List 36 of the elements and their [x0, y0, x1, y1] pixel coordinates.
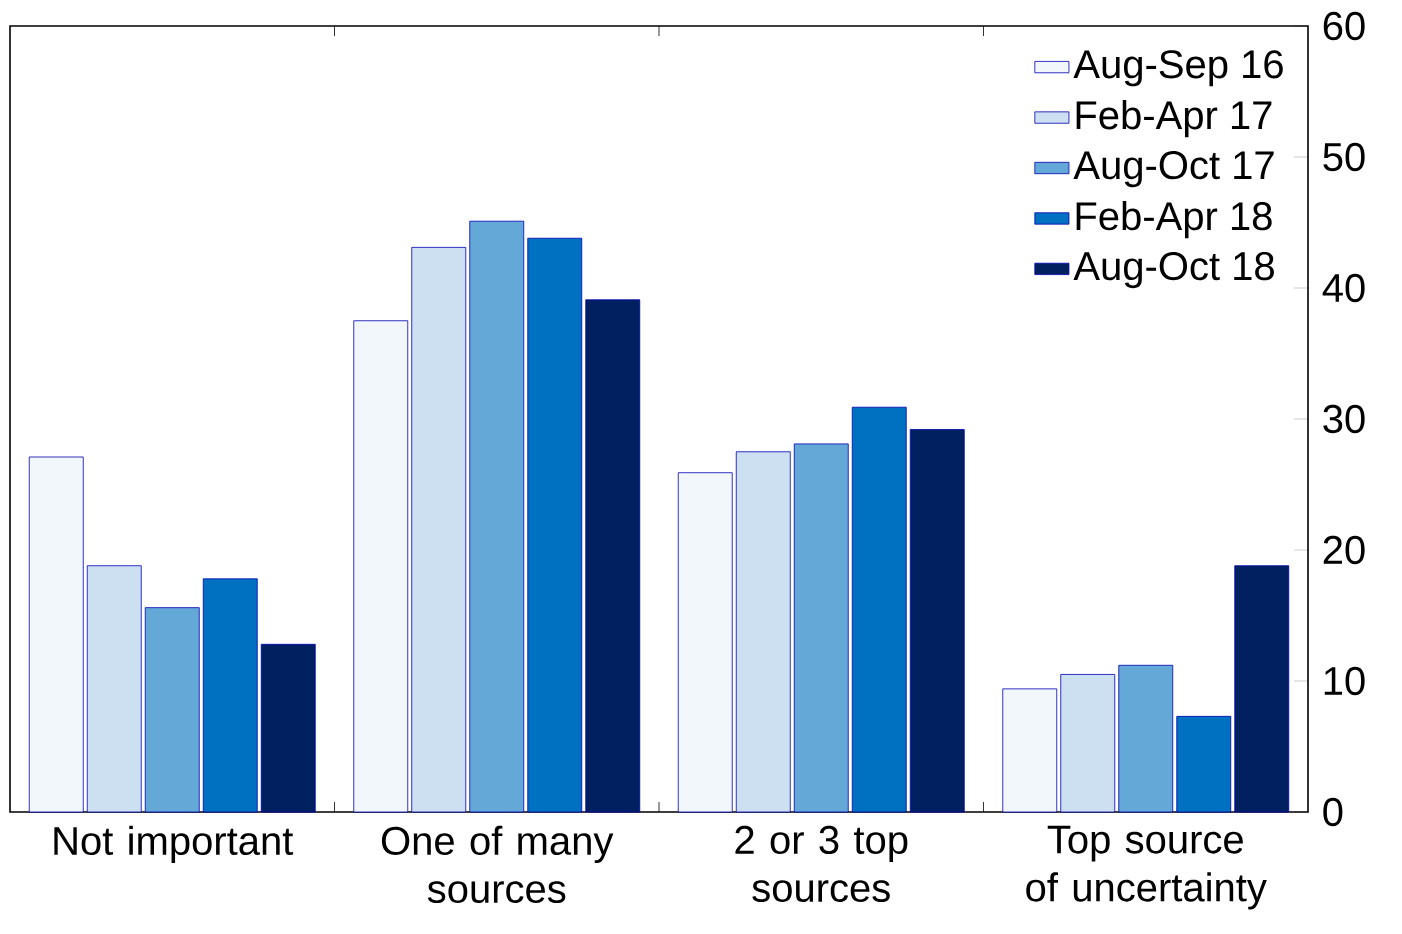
bar — [1234, 565, 1290, 813]
bar — [1176, 715, 1232, 813]
x-tick-label: 2 or 3 top sources — [735, 825, 908, 903]
legend-label: Feb-Apr 17 — [1076, 100, 1272, 138]
legend-label: Aug-Oct 18 — [1073, 251, 1274, 289]
bar — [86, 565, 142, 813]
bar — [1118, 664, 1174, 813]
y-tick-label: 50 — [1323, 142, 1365, 172]
y-tick-label: 40 — [1322, 273, 1365, 303]
x-tick-label: Top source of uncertainty — [1026, 825, 1267, 910]
y-tick-label: 30 — [1323, 404, 1365, 434]
bar — [469, 220, 525, 813]
y-tick-label: 10 — [1324, 666, 1365, 696]
bar — [202, 578, 258, 813]
bar — [28, 456, 84, 813]
y-tick-label: 0 — [1323, 797, 1343, 827]
bar — [909, 429, 965, 813]
y-tick-label: 20 — [1323, 535, 1365, 565]
bar — [1002, 688, 1058, 813]
bar — [851, 406, 907, 813]
bar — [411, 246, 467, 813]
bar — [1060, 674, 1116, 813]
bar — [677, 472, 733, 813]
x-tick-label: One of many sources — [381, 825, 614, 904]
bar — [585, 299, 641, 813]
bar — [735, 451, 791, 813]
legend-label: Aug-Oct 17 — [1073, 151, 1274, 188]
bar — [353, 320, 409, 813]
x-tick-label: Not important — [54, 825, 294, 864]
legend-label: Feb-Apr 18 — [1076, 200, 1272, 239]
bar — [260, 643, 316, 813]
legend-label: Aug-Sep 16 — [1073, 50, 1283, 87]
y-tick-label: 60 — [1323, 11, 1365, 41]
bar — [793, 443, 849, 813]
bar — [144, 607, 200, 813]
bar — [527, 237, 583, 813]
